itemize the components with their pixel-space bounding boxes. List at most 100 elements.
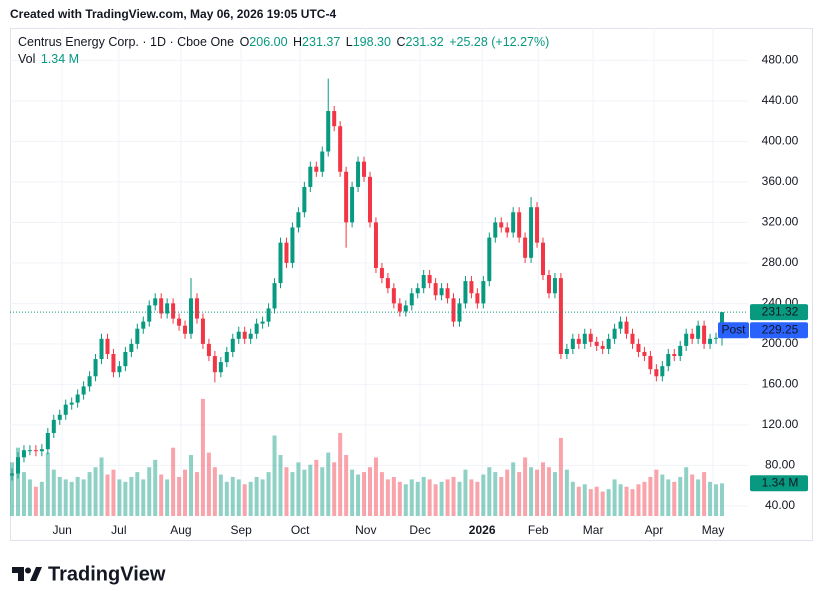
candle-body <box>111 354 116 373</box>
candle-body <box>242 331 247 339</box>
volume-bar <box>541 462 546 516</box>
x-tick-label: Oct <box>291 523 310 537</box>
volume-bar <box>475 481 480 516</box>
candle-body <box>344 171 349 223</box>
volume-bar <box>21 472 26 516</box>
volume-bar <box>344 455 349 516</box>
candle-body <box>409 293 414 306</box>
change-value: +25.28 (+12.27%) <box>449 35 549 49</box>
volume-bar <box>284 467 289 516</box>
volume-bar <box>189 455 194 516</box>
volume-bar <box>320 467 325 516</box>
candle-body <box>469 281 474 294</box>
candle-body <box>141 321 146 329</box>
y-tick-label: 480.00 <box>762 53 799 67</box>
candle-body <box>618 321 623 329</box>
candle-body <box>433 283 438 296</box>
volume-bar <box>367 467 372 516</box>
candle-body <box>332 111 337 127</box>
candle-body <box>397 303 402 312</box>
volume-bar <box>254 476 259 516</box>
candle-body <box>451 298 456 322</box>
volume-bar <box>499 476 504 516</box>
volume-bar <box>469 479 474 516</box>
volume-bar <box>702 472 707 516</box>
candle-body <box>10 473 15 476</box>
volume-bar <box>296 462 301 516</box>
volume-bar <box>523 457 528 516</box>
volume-bar <box>93 467 98 516</box>
brand-logo <box>12 567 42 581</box>
volume-bar <box>27 479 32 516</box>
candle-body <box>523 237 528 258</box>
candle-body <box>594 341 599 346</box>
candle-body <box>511 212 516 233</box>
volume-bar <box>194 472 199 516</box>
volume-bar <box>487 467 492 516</box>
candle-body <box>278 242 283 284</box>
volume-bar <box>45 452 50 516</box>
grid <box>10 28 748 516</box>
volume-bar <box>290 472 295 516</box>
candle-body <box>200 318 205 344</box>
candle-body <box>260 321 265 324</box>
candle-body <box>123 351 128 367</box>
volume-bar <box>630 489 635 516</box>
volume-bar <box>141 479 146 516</box>
x-tick-label: Aug <box>170 523 191 537</box>
candle-body <box>153 298 158 306</box>
candle-body <box>87 376 92 387</box>
volume-bar <box>200 398 205 516</box>
volume-bar <box>183 469 188 516</box>
volume-bar <box>123 481 128 516</box>
volume-legend: Vol 1.34 M <box>18 52 79 66</box>
candle-body <box>588 333 593 342</box>
candle-body <box>15 457 20 474</box>
post-tag-box <box>718 322 749 339</box>
candle-body <box>403 305 408 312</box>
volume-bar <box>684 467 689 516</box>
volume-bar <box>666 479 671 516</box>
candle-body <box>117 366 122 373</box>
last-price-box <box>750 304 808 321</box>
volume-bar <box>690 474 695 516</box>
volume-bar <box>606 489 611 516</box>
x-tick-label: Jul <box>111 523 126 537</box>
candle-body <box>481 281 486 304</box>
volume-bar <box>373 457 378 516</box>
volume-bar <box>272 435 277 516</box>
candle-body <box>493 222 498 238</box>
volume-bar <box>212 467 217 516</box>
volume-bar <box>636 484 641 516</box>
x-tick-label: 2026 <box>469 523 496 537</box>
candle-body <box>505 227 510 233</box>
candle-body <box>296 212 301 228</box>
x-tick-label: Apr <box>645 523 664 537</box>
volume-bar <box>165 479 170 516</box>
volume-bar <box>708 481 713 516</box>
candle-body <box>45 432 50 450</box>
candle-body <box>535 207 540 243</box>
volume-bar <box>648 476 653 516</box>
volume-value: 1.34 M <box>41 52 79 66</box>
candle-body <box>487 237 492 282</box>
volume-bar <box>445 479 450 516</box>
volume-bar <box>117 479 122 516</box>
x-tick-label: Sep <box>230 523 252 537</box>
legend-header: Centrus Energy Corp. · 1D · Cboe One O20… <box>18 35 549 49</box>
volume-bar <box>242 484 247 516</box>
volume-bar <box>385 479 390 516</box>
candle-body <box>624 321 629 334</box>
volume-bar <box>714 484 719 516</box>
candle-body <box>546 275 551 294</box>
volume-bar <box>105 474 110 516</box>
candle-body <box>230 338 235 352</box>
candle-body <box>672 354 677 357</box>
volume-bar <box>159 474 164 516</box>
candle-body <box>373 222 378 268</box>
volume-bar <box>338 433 343 516</box>
volume-bar <box>511 462 516 516</box>
candle-body <box>350 186 355 223</box>
candle-body <box>51 419 56 433</box>
